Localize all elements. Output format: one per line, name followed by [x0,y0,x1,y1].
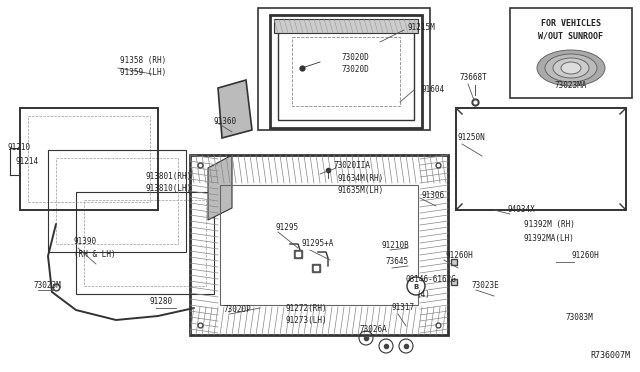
Text: 913801(RH): 913801(RH) [145,171,191,180]
Text: 91214: 91214 [16,157,39,167]
Text: 91210: 91210 [8,144,31,153]
Text: 91358 (RH): 91358 (RH) [120,55,166,64]
Text: 91392MA(LH): 91392MA(LH) [524,234,575,243]
Polygon shape [218,80,252,138]
Text: B: B [413,284,419,290]
Circle shape [407,277,425,295]
Text: (4): (4) [416,289,430,298]
Text: 73023E: 73023E [472,280,500,289]
Text: 94934X: 94934X [508,205,536,215]
Text: 91390: 91390 [74,237,97,247]
Text: 73020D: 73020D [342,64,370,74]
Text: 91215M: 91215M [408,23,436,32]
Bar [220,185,418,305]
Text: 73668T: 73668T [460,74,488,83]
Bar [76,192,214,294]
Bar [48,150,186,252]
Text: 73083M: 73083M [566,314,594,323]
Text: 91634M(RH): 91634M(RH) [338,173,384,183]
Ellipse shape [553,58,589,78]
Text: 73026A: 73026A [360,326,388,334]
Text: 73020D: 73020D [342,52,370,61]
Polygon shape [208,155,232,220]
Text: 91392M (RH): 91392M (RH) [524,219,575,228]
Bar [258,8,430,130]
Text: 91604: 91604 [422,86,445,94]
Bar [84,200,206,286]
Bar [510,8,632,98]
Text: 73023M: 73023M [34,280,61,289]
Bar [292,37,400,106]
Text: 91317: 91317 [392,304,415,312]
Text: 73645: 73645 [386,257,409,266]
Text: 91280: 91280 [150,298,173,307]
Text: 91260H: 91260H [572,250,600,260]
Ellipse shape [545,54,597,82]
Bar [274,19,418,33]
Text: R736007M: R736007M [590,351,630,360]
Bar [190,155,448,335]
Text: 91295+A: 91295+A [302,240,334,248]
Ellipse shape [561,62,581,74]
Text: 913810(LH): 913810(LH) [145,183,191,192]
Bar [28,116,150,202]
Text: FOR VEHICLES: FOR VEHICLES [541,19,601,29]
Text: 91260H: 91260H [446,250,474,260]
Text: 91272(RH): 91272(RH) [286,304,328,312]
Text: (RH & LH): (RH & LH) [74,250,116,259]
Text: 91210B: 91210B [382,241,410,250]
Text: 91250N: 91250N [458,134,486,142]
Text: 08146-6162G: 08146-6162G [406,276,457,285]
Text: 91273(LH): 91273(LH) [286,315,328,324]
Ellipse shape [537,50,605,86]
Text: 73020IIA: 73020IIA [334,160,371,170]
Text: 91359 (LH): 91359 (LH) [120,67,166,77]
Bar [270,15,422,128]
Bar [20,108,158,210]
Text: 73020P: 73020P [224,305,252,314]
Text: 91306: 91306 [422,192,445,201]
Text: 91635M(LH): 91635M(LH) [338,186,384,195]
Text: W/OUT SUNROOF: W/OUT SUNROOF [538,32,604,41]
Bar [56,158,178,244]
Text: 91360: 91360 [214,118,237,126]
Bar [278,23,414,120]
Text: 73023MA: 73023MA [555,81,587,90]
Text: 91295: 91295 [276,224,299,232]
